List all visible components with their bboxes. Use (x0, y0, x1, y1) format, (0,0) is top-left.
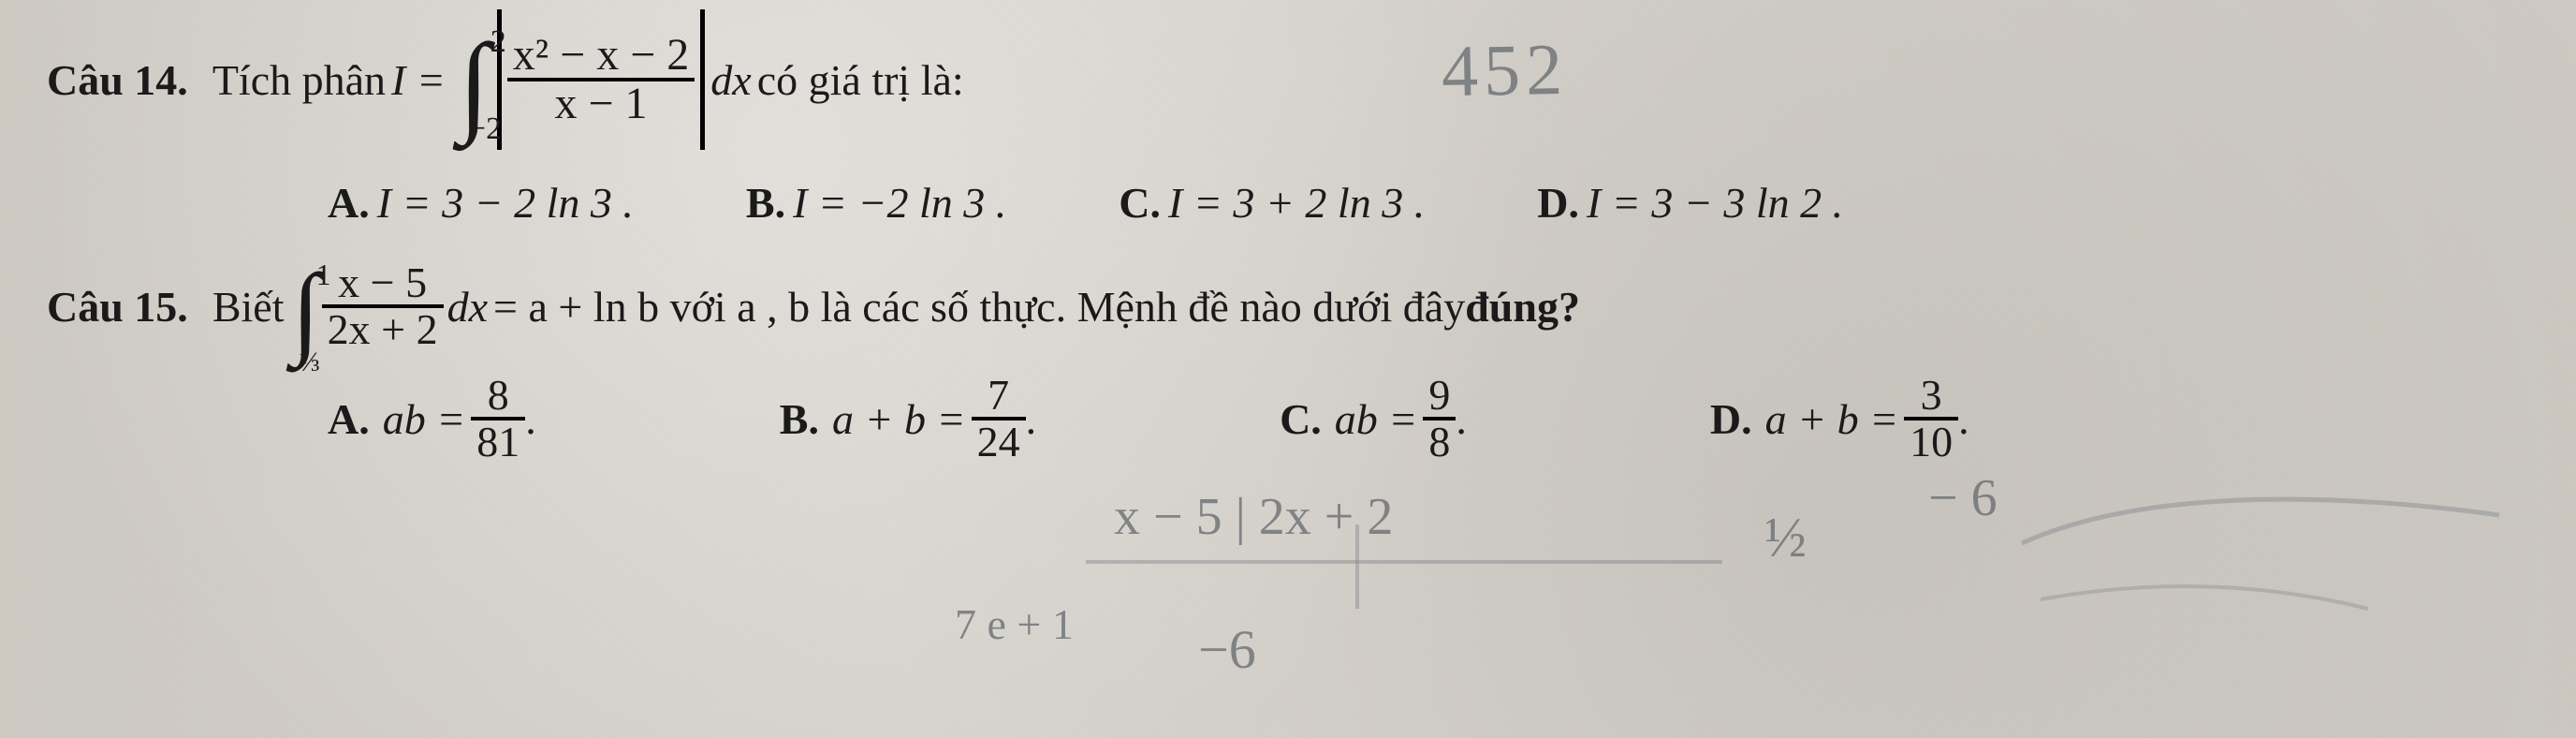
option-letter: A. (328, 178, 370, 228)
q15-option-C: C. ab = 9 8 . (1280, 374, 1467, 464)
q14-option-D: D. I = 3 − 3 ln 2 . (1537, 178, 1843, 228)
q15-int-lower: ⅓ (299, 351, 320, 374)
integral-sign-icon: ∫ 1 ⅓ (291, 269, 319, 351)
q15-opt-B-frac: 7 24 (972, 374, 1026, 464)
q15-opt-A-prefix: ab = (383, 394, 466, 444)
q15-integrand-frac: x − 5 2x + 2 (322, 261, 444, 351)
exam-page: Câu 14. Tích phân I = ∫ 2 −2 x² − x − 2 … (0, 0, 2576, 738)
q15-rhs-bold: đúng? (1465, 282, 1580, 332)
q14-opt-C-text: I = 3 + 2 ln 3 . (1168, 178, 1425, 228)
integral-sign-icon: ∫ 2 −2 (459, 38, 490, 128)
q15-dx: dx (447, 282, 488, 332)
q14-label: Câu 14. (47, 55, 188, 105)
q15-integrand-num: x − 5 (332, 261, 432, 304)
q15-option-A: A. ab = 8 81 . (328, 374, 536, 464)
handwriting-remainder: −6 (1198, 618, 1256, 681)
q15-opt-A-den: 81 (471, 421, 525, 464)
q15-opt-D-den: 10 (1904, 421, 1958, 464)
option-letter: A. (328, 394, 370, 444)
q15-opt-C-suffix: . (1456, 394, 1467, 444)
handwriting-extra-right: − 6 (1928, 468, 1998, 528)
q14-integrand-frac: x² − x − 2 x − 1 (507, 33, 695, 126)
q14-I-eq: I = (391, 55, 446, 105)
q15-options: A. ab = 8 81 . B. a + b = 7 24 . C. ab =… (47, 374, 2539, 464)
q14-option-C: C. I = 3 + 2 ln 3 . (1119, 178, 1425, 228)
q15-opt-C-num: 9 (1423, 374, 1456, 417)
option-letter: D. (1537, 178, 1579, 228)
option-letter: B. (780, 394, 819, 444)
q14-lead-before: Tích phân (212, 55, 386, 105)
option-letter: C. (1119, 178, 1161, 228)
q15-opt-C-den: 8 (1423, 421, 1456, 464)
q15-opt-B-num: 7 (982, 374, 1015, 417)
q15-rhs: = a + ln b với a , b là các số thực. Mện… (493, 282, 1465, 332)
handwriting-quotient: ½ (1764, 506, 1807, 570)
q15-lead-before: Biết (212, 282, 285, 332)
option-letter: B. (746, 178, 785, 228)
handwriting-division: x − 5 | 2x + 2 (1114, 487, 1393, 547)
q15-integral: ∫ 1 ⅓ x − 5 2x + 2 dx (289, 261, 488, 351)
handwriting-over-c: 7 e + 1 (955, 599, 1074, 649)
q15-int-upper: 1 (316, 263, 331, 288)
question-14: Câu 14. Tích phân I = ∫ 2 −2 x² − x − 2 … (47, 9, 2539, 150)
q15-opt-B-den: 24 (972, 421, 1026, 464)
q15-opt-A-frac: 8 81 (471, 374, 525, 464)
q15-label: Câu 15. (47, 282, 188, 332)
option-letter: C. (1280, 394, 1322, 444)
q14-integrand-den: x − 1 (549, 81, 652, 126)
q15-opt-B-prefix: a + b = (832, 394, 966, 444)
q14-opt-D-text: I = 3 − 3 ln 2 . (1587, 178, 1843, 228)
option-letter: D. (1710, 394, 1752, 444)
q14-option-B: B. I = −2 ln 3 . (746, 178, 1006, 228)
q15-option-D: D. a + b = 3 10 . (1710, 374, 1969, 464)
abs-bar-icon (700, 9, 705, 150)
q14-integrand-num: x² − x − 2 (507, 33, 695, 78)
q14-abs: x² − x − 2 x − 1 (491, 9, 711, 150)
q15-opt-C-frac: 9 8 (1423, 374, 1456, 464)
q14-int-upper: 2 (490, 29, 506, 54)
question-15: Câu 15. Biết ∫ 1 ⅓ x − 5 2x + 2 dx = a +… (47, 261, 2539, 351)
q15-opt-D-suffix: . (1958, 394, 1969, 444)
q15-opt-A-suffix: . (525, 394, 536, 444)
q15-opt-B-suffix: . (1026, 394, 1037, 444)
q14-options: A. I = 3 − 2 ln 3 . B. I = −2 ln 3 . C. … (47, 178, 2539, 228)
q15-opt-D-frac: 3 10 (1904, 374, 1958, 464)
q15-option-B: B. a + b = 7 24 . (780, 374, 1036, 464)
q15-opt-A-num: 8 (482, 374, 515, 417)
q14-opt-B-text: I = −2 ln 3 . (793, 178, 1006, 228)
q15-opt-D-num: 3 (1915, 374, 1948, 417)
pencil-scribble-icon (2012, 440, 2537, 684)
q15-opt-D-prefix: a + b = (1765, 394, 1899, 444)
q14-int-lower: −2 (468, 116, 502, 141)
q14-integral: ∫ 2 −2 x² − x − 2 x − 1 dx (457, 9, 752, 150)
q14-option-A: A. I = 3 − 2 ln 3 . (328, 178, 634, 228)
q15-opt-C-prefix: ab = (1335, 394, 1418, 444)
q14-opt-A-text: I = 3 − 2 ln 3 . (377, 178, 634, 228)
q14-dx: dx (710, 55, 751, 105)
q15-integrand-den: 2x + 2 (322, 308, 444, 351)
q14-lead-after: có giá trị là: (757, 55, 964, 105)
pencil-division-bar-icon (1086, 524, 1741, 637)
